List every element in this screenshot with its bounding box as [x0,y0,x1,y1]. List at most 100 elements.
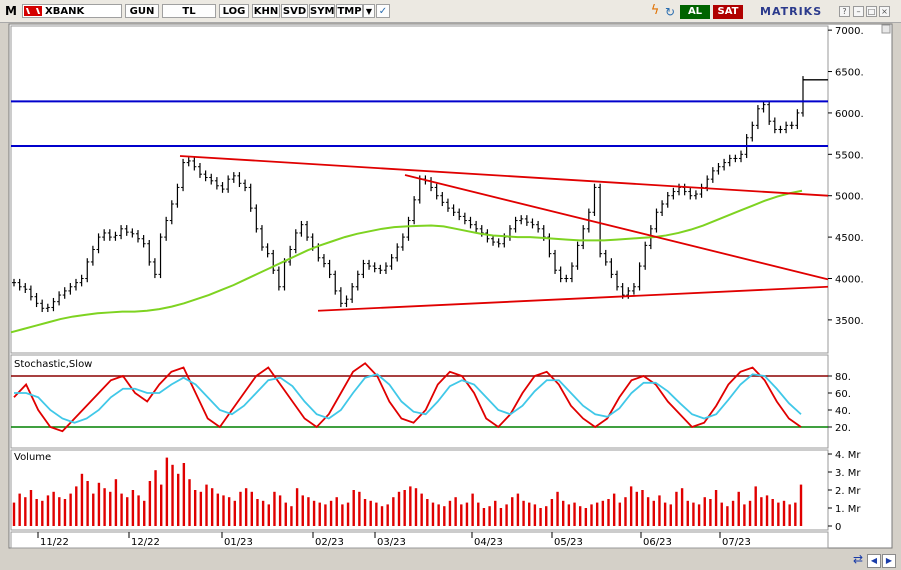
volume-bar [284,502,287,526]
volume-bar [437,504,440,526]
price-layer [10,76,829,334]
volume-bar [799,484,803,526]
volume-bar [227,497,231,526]
oscillator-tick-label: 20. [835,423,851,434]
volume-bar [777,502,780,526]
volume-bar [528,502,531,526]
check-icon[interactable]: ✓ [376,4,390,18]
volume-tick-label: 1. Mr [835,504,861,515]
volume-bar [533,504,537,526]
volume-bar [52,491,55,526]
volume-bar [545,506,548,526]
sync-icon[interactable]: ⇄ [852,552,864,566]
volume-bar [686,500,689,526]
volume-bar [680,488,684,526]
volume-bar [629,486,633,526]
volume-bar [403,490,406,526]
volume-bar [41,500,44,526]
period-button[interactable]: GUN [125,4,159,18]
volume-bar [550,499,554,526]
currency-button[interactable]: TL [162,4,216,18]
volume-bar [646,497,650,526]
price-tick-label: 4500. [835,233,864,244]
oscillator-title: Stochastic,Slow [14,359,92,370]
volume-bar [675,491,678,526]
stochastic-d-line [14,373,802,424]
volume-bar [295,488,299,526]
volume-bar [414,488,418,526]
volume-bar [505,504,508,526]
volume-bar [595,502,599,526]
volume-bar [380,506,384,526]
time-tick-label: 02/23 [315,537,344,548]
brand-logo: MATRIKS [760,5,823,18]
help-icon[interactable]: ? [839,6,850,17]
dropdown-arrow-icon[interactable]: ▼ [363,4,375,18]
minimize-icon[interactable]: – [853,6,864,17]
volume-bar [80,473,84,526]
volume-bar [697,504,701,526]
volume-bar [658,495,661,526]
volume-bar [743,504,746,526]
volume-bar [624,497,627,526]
volume-tick-label: 4. Mr [835,450,861,461]
time-tick-label: 01/23 [224,537,253,548]
volume-bar [222,495,225,526]
volume-bar [24,497,27,526]
refresh-icon[interactable]: ↻ [664,5,676,19]
volume-bar [46,495,50,526]
volume-bar [176,473,180,526]
khn-button[interactable]: KHN [252,4,280,18]
volume-bar [346,502,350,526]
volume-bar [618,502,622,526]
volume-bar [652,500,655,526]
volume-bar [703,497,706,526]
volume-bar [511,497,514,526]
volume-bar [86,481,89,526]
time-tick-label: 11/22 [40,537,69,548]
buy-button[interactable]: AL [680,5,710,19]
close-icon[interactable]: × [879,6,890,17]
volume-bar [199,491,203,526]
log-button[interactable]: LOG [219,4,249,18]
volume-bar [335,497,338,526]
tmp-button[interactable]: TMP [336,4,363,18]
volume-bar [97,482,101,526]
volume-bar [522,500,525,526]
volume-bar [369,500,372,526]
scroll-left-icon[interactable]: ◀ [867,554,881,568]
volume-bar [409,486,412,526]
chart-background [8,23,893,549]
volume-bar [312,500,316,526]
moving-average-line [10,189,803,334]
volume-bar [494,500,497,526]
symbol-field[interactable]: XBANK [22,4,122,18]
chart-navigation: ⇄ ◀ ▶ [850,548,896,568]
chart-corner-button[interactable] [881,24,891,34]
chart-area: 7000. 6500. 6000. 5500. 5000. 4500. 4000. 3500.… [8,23,893,549]
volume-bar [669,504,672,526]
volume-bar [318,502,321,526]
maximize-icon[interactable]: □ [866,6,877,17]
lightning-icon[interactable]: ϟ [650,3,660,18]
sell-button[interactable]: SAT [713,5,743,19]
svd-button[interactable]: SVD [281,4,308,18]
volume-tick-label: 3. Mr [835,468,861,479]
volume-bar [131,490,135,526]
volume-bar [482,508,486,526]
axis-layer: 7000. 6500. 6000. 5500. 5000. 4500. 4000. 3500.… [37,26,864,548]
price-tick-label: 6500. [835,68,864,79]
volume-bar [590,504,593,526]
volume-bar [392,497,395,526]
volume-bar [765,495,769,526]
volume-bar [358,491,361,526]
time-tick-label: 07/23 [722,537,751,548]
volume-bar [233,500,237,526]
volume-bar [714,490,718,526]
sym-button[interactable]: SYM [309,4,335,18]
app-logo[interactable]: M [5,4,17,18]
volume-bar [556,491,559,526]
volume-layer [12,457,803,526]
time-tick-label: 03/23 [377,537,406,548]
scroll-right-icon[interactable]: ▶ [882,554,896,568]
